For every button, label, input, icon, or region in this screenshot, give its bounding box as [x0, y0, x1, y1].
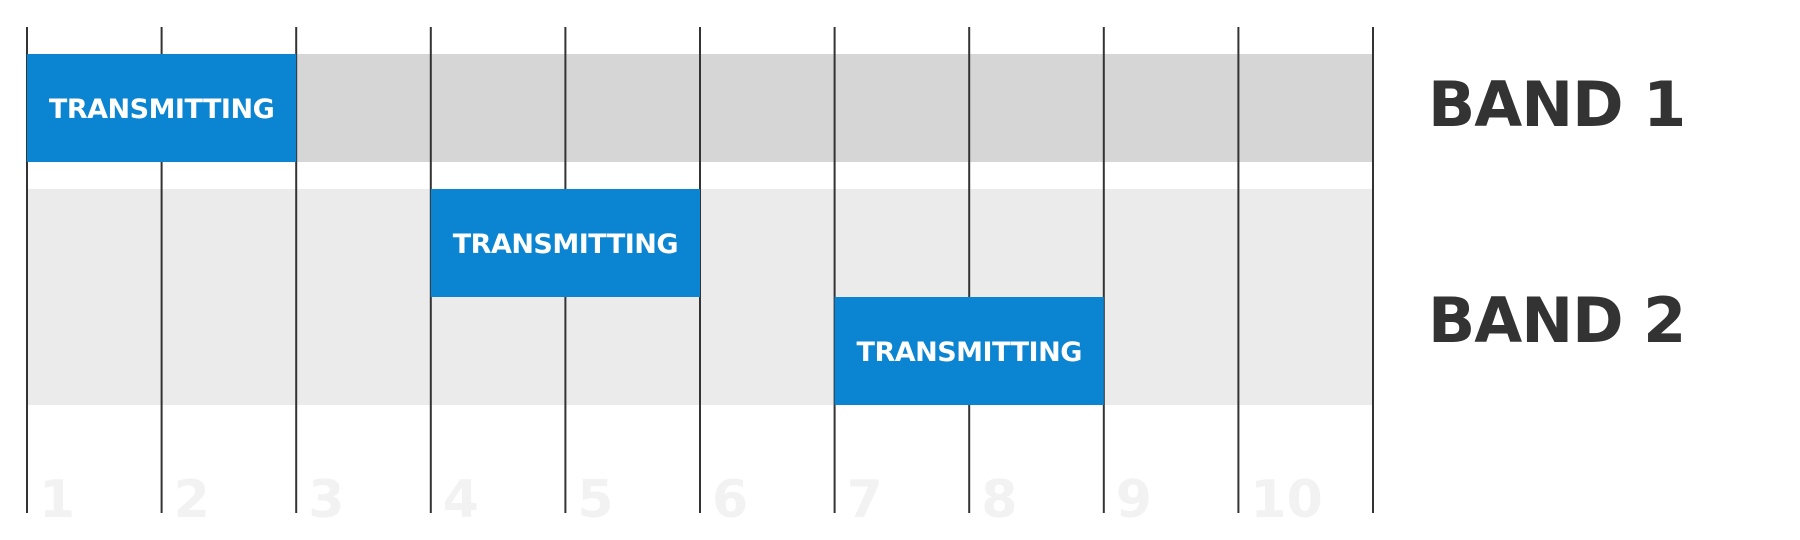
transmission-label: TRANSMITTING	[49, 94, 274, 125]
transmission-block: TRANSMITTING	[834, 297, 1104, 405]
slot-numbers-layer: 1 2 3 4 5 6 7 8 9 10	[39, 470, 1323, 530]
transmission-block-fill	[834, 297, 1104, 405]
slot-number-2: 2	[174, 470, 210, 530]
slot-number-1: 1	[39, 470, 75, 530]
transmission-block: TRANSMITTING	[27, 54, 297, 162]
band-2-label: BAND 2	[1428, 284, 1686, 357]
slot-number-6: 6	[712, 470, 748, 530]
slot-number-8: 8	[981, 470, 1017, 530]
slot-number-3: 3	[308, 470, 344, 530]
band-1-label: BAND 1	[1428, 68, 1686, 141]
slot-lines-layer	[26, 27, 1374, 513]
slot-number-5: 5	[577, 470, 613, 530]
transmission-block-fill	[27, 54, 297, 162]
slot-number-7: 7	[847, 470, 883, 530]
transmissions-layer: TRANSMITTING TRANSMITTING TRANSMITTING	[27, 54, 1104, 405]
transmission-label: TRANSMITTING	[857, 337, 1082, 368]
transmission-label: TRANSMITTING	[453, 229, 678, 260]
transmission-block-fill	[430, 189, 700, 297]
slot-number-9: 9	[1116, 470, 1152, 530]
slot-number-4: 4	[443, 470, 479, 530]
transmission-block: TRANSMITTING	[430, 189, 700, 297]
slot-number-10: 10	[1250, 470, 1322, 530]
